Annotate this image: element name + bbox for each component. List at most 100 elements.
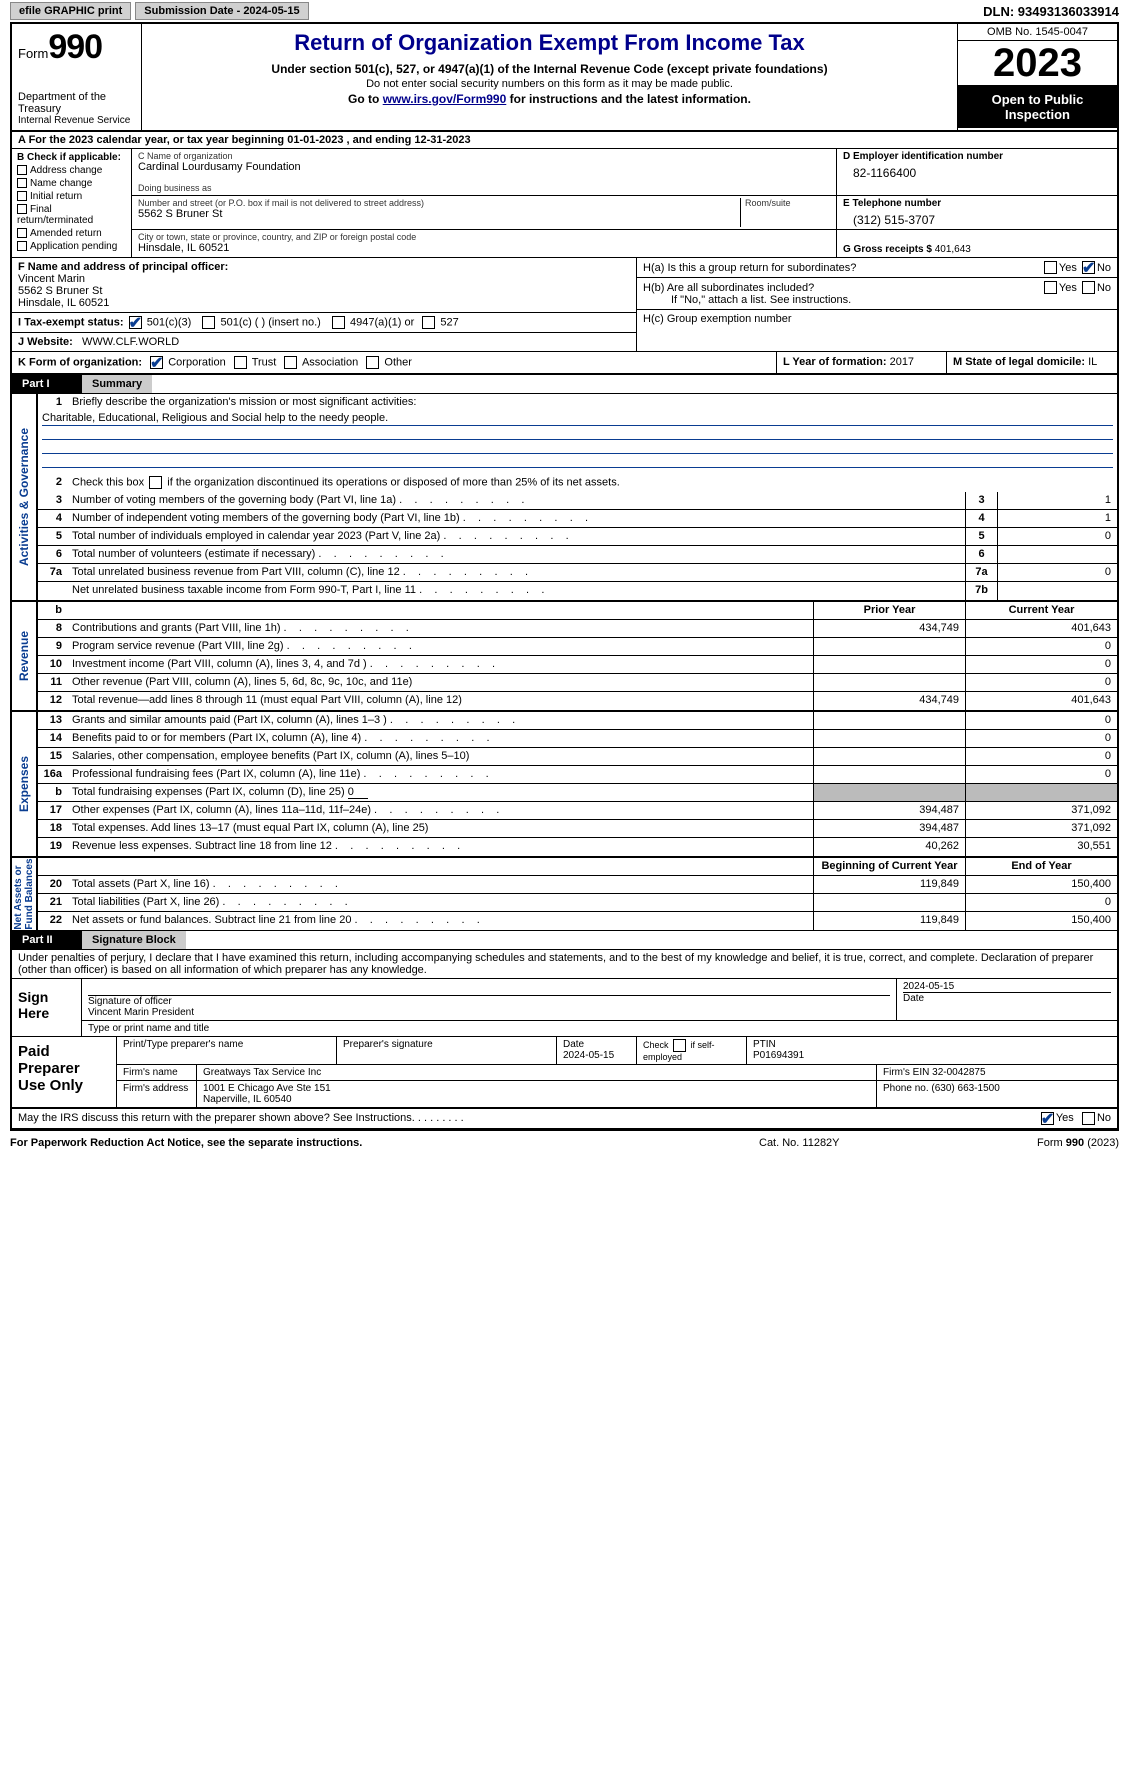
revenue-section: Revenue bPrior YearCurrent Year 8Contrib… <box>12 602 1117 712</box>
i-tax-exempt: I Tax-exempt status: 501(c)(3) 501(c) ( … <box>12 313 636 333</box>
q9: Program service revenue (Part VIII, line… <box>72 640 284 652</box>
cb-other[interactable] <box>366 356 379 369</box>
activities-section: Activities & Governance 1Briefly describ… <box>12 394 1117 602</box>
cb-ha-yes[interactable] <box>1044 261 1057 274</box>
q2: Check this box <box>72 476 147 488</box>
firm-name-label: Firm's name <box>117 1065 197 1080</box>
e21: 0 <box>965 894 1117 911</box>
sign-here-block: Sign Here Signature of officerVincent Ma… <box>12 978 1117 1036</box>
firm-phone-label: Phone no. <box>883 1083 929 1094</box>
top-toolbar: efile GRAPHIC print Submission Date - 20… <box>0 0 1129 22</box>
ptin-value: P01694391 <box>753 1050 804 1061</box>
ptin-label: PTIN <box>753 1039 776 1050</box>
city-value: Hinsdale, IL 60521 <box>138 242 830 254</box>
paperwork-notice: For Paperwork Reduction Act Notice, see … <box>10 1137 759 1149</box>
q6: Total number of volunteers (estimate if … <box>72 548 315 560</box>
irs-link[interactable]: www.irs.gov/Form990 <box>383 92 507 106</box>
f-officer: F Name and address of principal officer:… <box>12 258 636 313</box>
cb-4947[interactable] <box>332 316 345 329</box>
prep-name-label: Print/Type preparer's name <box>117 1037 337 1064</box>
q11: Other revenue (Part VIII, column (A), li… <box>72 676 412 688</box>
cb-trust[interactable] <box>234 356 247 369</box>
cb-527[interactable] <box>422 316 435 329</box>
sig-officer-label: Signature of officer <box>88 995 890 1007</box>
side-activities: Activities & Governance <box>17 428 31 566</box>
v5: 0 <box>997 528 1117 545</box>
cb-hb-no[interactable] <box>1082 281 1095 294</box>
c18: 371,092 <box>965 820 1117 837</box>
cb-ha-no[interactable] <box>1082 261 1095 274</box>
cb-initial-return[interactable]: Initial return <box>30 191 82 202</box>
j-website: J Website: WWW.CLF.WORLD <box>12 333 636 351</box>
cb-discuss-no[interactable] <box>1082 1112 1095 1125</box>
firm-phone: (630) 663-1500 <box>931 1083 999 1094</box>
p14 <box>813 730 965 747</box>
gross-receipts: 401,643 <box>935 244 971 255</box>
part1-label: Part I <box>12 375 82 393</box>
v3: 1 <box>997 492 1117 509</box>
efile-button[interactable]: efile GRAPHIC print <box>10 2 131 20</box>
q19: Revenue less expenses. Subtract line 18 … <box>72 840 332 852</box>
q12: Total revenue—add lines 8 through 11 (mu… <box>72 694 462 706</box>
b-heading: B Check if applicable: <box>17 152 126 163</box>
row-a: A For the 2023 calendar year, or tax yea… <box>12 132 1117 149</box>
q16b: Total fundraising expenses (Part IX, col… <box>72 786 345 798</box>
declaration: Under penalties of perjury, I declare th… <box>12 950 1117 978</box>
cb-address-change[interactable]: Address change <box>30 165 102 176</box>
col-b: B Check if applicable: Address change Na… <box>12 149 132 257</box>
part2-label: Part II <box>12 931 82 949</box>
q13: Grants and similar amounts paid (Part IX… <box>72 714 387 726</box>
cb-hb-yes[interactable] <box>1044 281 1057 294</box>
part2-title: Signature Block <box>82 931 186 949</box>
mission-text: Charitable, Educational, Religious and S… <box>42 412 1113 426</box>
c17: 371,092 <box>965 802 1117 819</box>
cb-corp[interactable] <box>150 356 163 369</box>
cat-no: Cat. No. 11282Y <box>759 1137 959 1149</box>
q7b: Net unrelated business taxable income fr… <box>72 584 416 596</box>
year-formation: 2017 <box>890 356 914 368</box>
prep-date-label: Date <box>563 1039 584 1050</box>
cb-name-change[interactable]: Name change <box>30 178 92 189</box>
prep-sig-label: Preparer's signature <box>337 1037 557 1064</box>
q10: Investment income (Part VIII, column (A)… <box>72 658 367 670</box>
expenses-section: Expenses 13Grants and similar amounts pa… <box>12 712 1117 858</box>
cb-amended[interactable]: Amended return <box>30 228 102 239</box>
p18: 394,487 <box>813 820 965 837</box>
sign-here-label: Sign Here <box>12 979 82 1036</box>
q3: Number of voting members of the governin… <box>72 494 396 506</box>
c9: 0 <box>965 638 1117 655</box>
org-name: Cardinal Lourdusamy Foundation <box>138 161 830 173</box>
form-number: 990 <box>48 28 102 66</box>
tax-year: 2023 <box>958 41 1117 86</box>
grid-f-to-m: F Name and address of principal officer:… <box>12 258 1117 352</box>
grid-b-to-g: B Check if applicable: Address change Na… <box>12 149 1117 258</box>
p19: 40,262 <box>813 838 965 856</box>
cb-501c[interactable] <box>202 316 215 329</box>
g-receipts-label: G Gross receipts $ <box>843 244 932 255</box>
c13: 0 <box>965 712 1117 729</box>
v6 <box>997 546 1117 563</box>
cb-discontinued[interactable] <box>149 476 162 489</box>
v16b: 0 <box>348 786 368 799</box>
c-name-label: C Name of organization <box>138 151 830 161</box>
c16b-gray <box>965 784 1117 801</box>
cb-app-pending[interactable]: Application pending <box>30 241 117 252</box>
part2-bar: Part II Signature Block <box>12 931 1117 950</box>
website-value[interactable]: WWW.CLF.WORLD <box>82 336 179 348</box>
cb-self-employed[interactable] <box>673 1039 686 1052</box>
cb-final-return[interactable]: Final return/terminated <box>17 204 93 226</box>
omb-number: OMB No. 1545-0047 <box>958 24 1117 41</box>
cb-discuss-yes[interactable] <box>1041 1112 1054 1125</box>
c14: 0 <box>965 730 1117 747</box>
q20: Total assets (Part X, line 16) <box>72 878 210 890</box>
firm-addr-label: Firm's address <box>117 1081 197 1107</box>
m-state-label: M State of legal domicile: <box>953 356 1085 368</box>
hdr-beg: Beginning of Current Year <box>813 858 965 875</box>
firm-addr2: Naperville, IL 60540 <box>203 1094 292 1105</box>
p13 <box>813 712 965 729</box>
cb-501c3[interactable] <box>129 316 142 329</box>
street-address: 5562 S Bruner St <box>138 208 740 220</box>
h-a: H(a) Is this a group return for subordin… <box>637 258 1117 278</box>
cb-assoc[interactable] <box>284 356 297 369</box>
d-ein-label: D Employer identification number <box>843 151 1111 162</box>
